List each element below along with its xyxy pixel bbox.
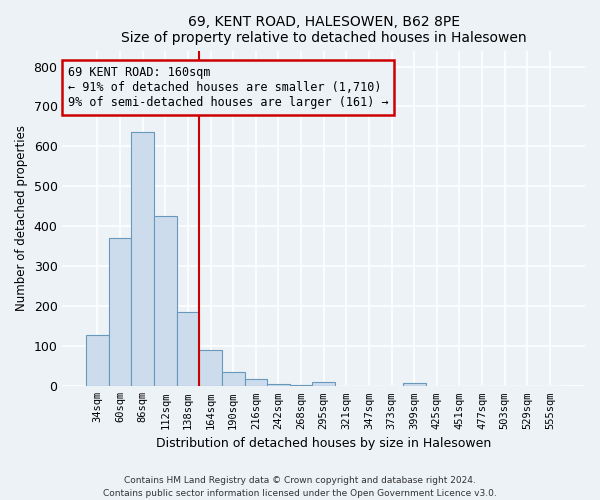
Bar xyxy=(290,384,313,386)
Bar xyxy=(267,384,290,386)
Text: 69 KENT ROAD: 160sqm
← 91% of detached houses are smaller (1,710)
9% of semi-det: 69 KENT ROAD: 160sqm ← 91% of detached h… xyxy=(68,66,388,108)
Bar xyxy=(199,350,222,386)
Bar xyxy=(313,382,335,386)
X-axis label: Distribution of detached houses by size in Halesowen: Distribution of detached houses by size … xyxy=(156,437,491,450)
Bar xyxy=(109,238,131,386)
Bar xyxy=(245,379,267,386)
Bar xyxy=(403,383,425,386)
Bar xyxy=(154,216,176,386)
Bar xyxy=(86,335,109,386)
Text: Contains HM Land Registry data © Crown copyright and database right 2024.
Contai: Contains HM Land Registry data © Crown c… xyxy=(103,476,497,498)
Bar xyxy=(222,372,245,386)
Bar xyxy=(131,132,154,386)
Bar xyxy=(176,312,199,386)
Y-axis label: Number of detached properties: Number of detached properties xyxy=(15,126,28,312)
Title: 69, KENT ROAD, HALESOWEN, B62 8PE
Size of property relative to detached houses i: 69, KENT ROAD, HALESOWEN, B62 8PE Size o… xyxy=(121,15,527,45)
